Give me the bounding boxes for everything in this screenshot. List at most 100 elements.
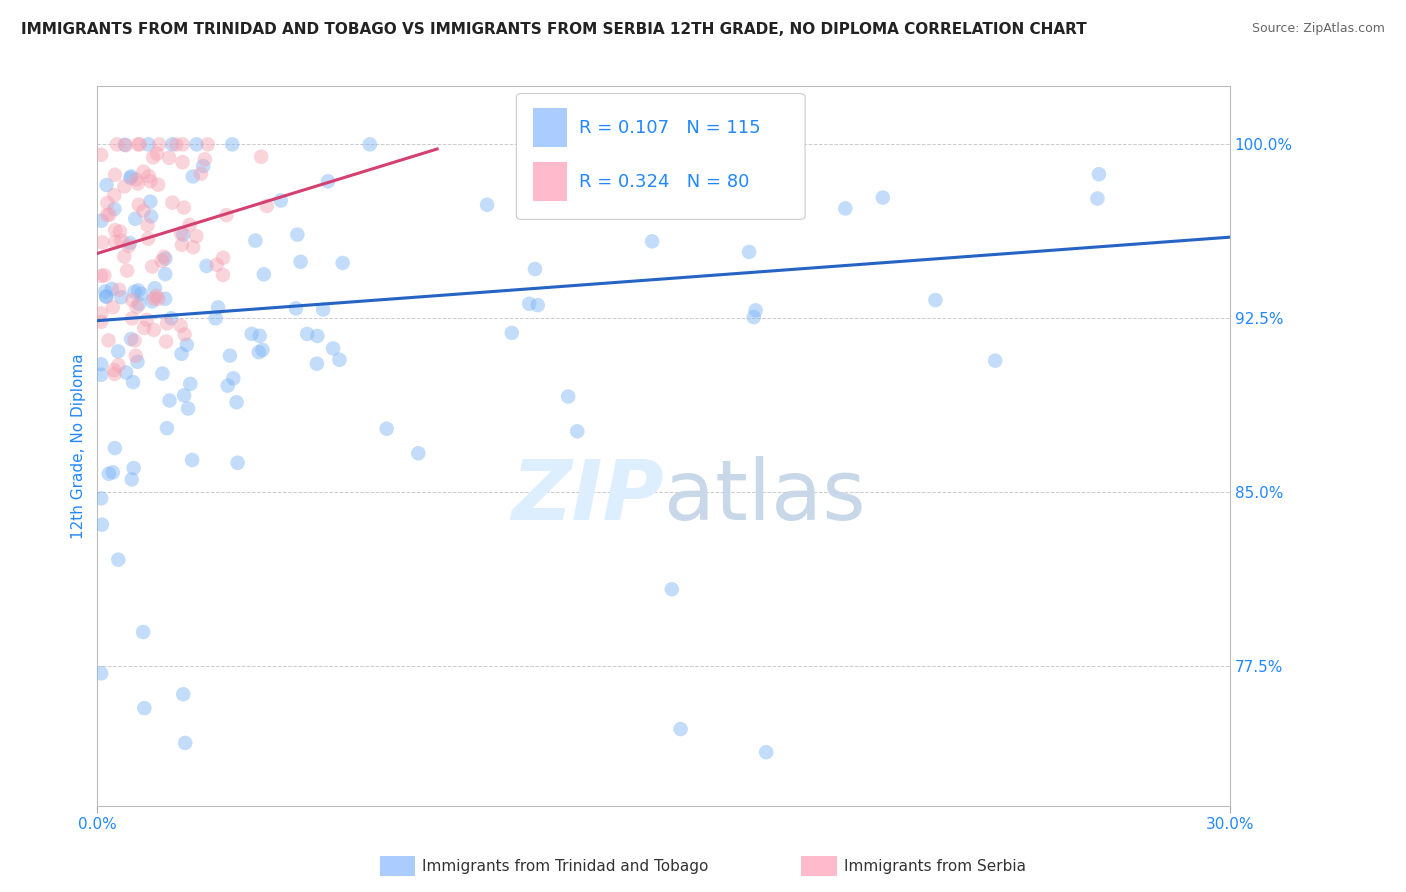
Point: [190, 167, 212, 181]
Point: [115, 263, 138, 277]
Point: [97, 334, 120, 348]
Point: [94, 285, 117, 299]
Point: [141, 294, 163, 309]
Point: [145, 289, 167, 303]
Point: [120, 171, 142, 186]
Point: [191, 159, 214, 173]
Point: [332, 256, 354, 270]
Text: Immigrants from Trinidad and Tobago: Immigrants from Trinidad and Tobago: [422, 859, 709, 873]
Point: [114, 138, 136, 153]
Point: [240, 326, 263, 341]
Point: [98, 208, 121, 222]
Point: [114, 137, 136, 152]
Point: [136, 232, 159, 246]
Point: [173, 201, 195, 215]
Point: [212, 251, 235, 265]
Point: [328, 352, 350, 367]
Point: [744, 303, 766, 318]
Point: [132, 164, 155, 178]
Text: R = 0.324   N = 80: R = 0.324 N = 80: [579, 173, 749, 191]
Point: [173, 388, 195, 402]
Point: [125, 172, 148, 186]
Point: [205, 258, 228, 272]
Point: [101, 300, 124, 314]
Point: [120, 332, 142, 346]
Point: [322, 342, 344, 356]
Point: [107, 358, 129, 372]
Text: ZIP: ZIP: [510, 456, 664, 537]
Point: [142, 292, 165, 306]
Point: [127, 137, 149, 152]
Point: [221, 137, 243, 152]
Point: [128, 137, 150, 152]
Point: [249, 328, 271, 343]
Point: [181, 169, 204, 184]
Point: [90, 306, 112, 320]
Point: [517, 297, 540, 311]
Point: [253, 268, 276, 282]
Point: [290, 254, 312, 268]
Point: [212, 268, 235, 282]
Point: [207, 301, 229, 315]
Point: [118, 235, 141, 250]
Point: [96, 290, 118, 304]
Point: [170, 237, 193, 252]
Point: [103, 202, 125, 216]
Point: [172, 227, 194, 242]
Point: [686, 137, 709, 152]
Point: [104, 367, 127, 381]
Point: [295, 326, 318, 341]
Point: [90, 491, 112, 506]
Point: [557, 390, 579, 404]
Point: [225, 395, 247, 409]
Point: [103, 188, 125, 202]
Point: [107, 552, 129, 566]
Point: [132, 321, 155, 335]
Point: [132, 203, 155, 218]
Point: [270, 194, 292, 208]
Point: [984, 353, 1007, 368]
Point: [174, 736, 197, 750]
Point: [139, 210, 162, 224]
Point: [139, 194, 162, 209]
Point: [107, 344, 129, 359]
Point: [153, 292, 176, 306]
Point: [90, 147, 112, 161]
Point: [101, 282, 124, 296]
Point: [143, 281, 166, 295]
FancyBboxPatch shape: [533, 108, 567, 147]
Point: [125, 300, 148, 314]
Point: [641, 235, 664, 249]
Point: [834, 202, 856, 216]
Point: [250, 150, 273, 164]
Point: [160, 311, 183, 326]
Point: [90, 315, 112, 329]
Point: [122, 375, 145, 389]
Point: [501, 326, 523, 340]
Point: [755, 745, 778, 759]
Point: [179, 218, 201, 232]
Point: [139, 174, 162, 188]
Point: [103, 363, 125, 377]
Point: [121, 311, 143, 326]
Point: [217, 378, 239, 392]
Point: [122, 461, 145, 475]
Point: [706, 137, 728, 152]
Point: [176, 338, 198, 352]
Point: [110, 234, 132, 248]
Point: [90, 368, 112, 382]
Point: [245, 234, 267, 248]
Point: [538, 137, 561, 152]
Point: [121, 293, 143, 307]
Point: [165, 137, 187, 152]
Point: [1088, 167, 1111, 181]
Point: [104, 441, 127, 455]
Point: [136, 218, 159, 232]
Point: [359, 137, 381, 152]
Point: [219, 349, 242, 363]
Point: [138, 169, 160, 184]
Point: [406, 446, 429, 460]
Point: [112, 250, 135, 264]
Point: [142, 323, 165, 337]
Point: [475, 198, 498, 212]
